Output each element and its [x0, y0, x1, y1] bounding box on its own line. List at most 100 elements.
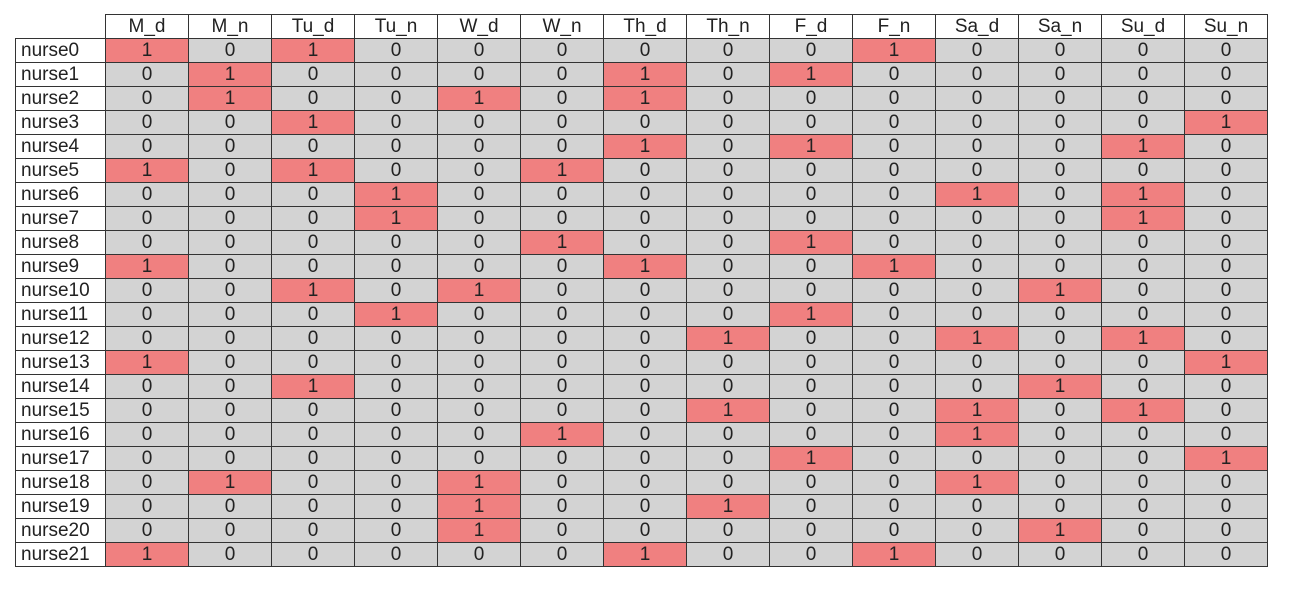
table-cell: 1	[105, 158, 189, 183]
table-cell: 0	[1101, 374, 1185, 399]
table-cell: 1	[437, 518, 521, 543]
column-header: Th_n	[686, 14, 770, 39]
table-cell: 0	[271, 206, 355, 231]
table-cell: 1	[271, 38, 355, 63]
table-cell: 1	[437, 278, 521, 303]
table-cell: 0	[769, 206, 853, 231]
table-cell: 1	[769, 302, 853, 327]
row-label: nurse11	[15, 302, 106, 327]
table-cell: 0	[1101, 110, 1185, 135]
column-header: Tu_d	[271, 14, 355, 39]
row-label: nurse15	[15, 398, 106, 423]
table-cell: 0	[188, 302, 272, 327]
table-cell: 0	[354, 62, 438, 87]
table-cell: 1	[935, 422, 1019, 447]
table-cell: 0	[1018, 62, 1102, 87]
table-cell: 0	[603, 446, 687, 471]
table-row: nurse1 0 1 0 0 0 0 1 0 1 0 0 0 0 0	[15, 62, 1268, 87]
table-cell: 0	[1184, 518, 1268, 543]
table-cell: 0	[603, 206, 687, 231]
table-cell: 0	[437, 374, 521, 399]
table-cell: 1	[520, 158, 604, 183]
corner-cell	[15, 14, 106, 39]
table-cell: 0	[686, 38, 770, 63]
table-cell: 0	[520, 278, 604, 303]
table-row: nurse17 0 0 0 0 0 0 0 0 1 0 0 0 0 1	[15, 446, 1268, 471]
table-cell: 0	[271, 422, 355, 447]
table-cell: 0	[437, 182, 521, 207]
table-cell: 1	[852, 542, 936, 567]
table-cell: 1	[1101, 206, 1185, 231]
table-cell: 1	[935, 326, 1019, 351]
row-label: nurse19	[15, 494, 106, 519]
table-cell: 1	[271, 110, 355, 135]
table-cell: 1	[1184, 350, 1268, 375]
table-cell: 0	[1101, 62, 1185, 87]
table-cell: 1	[769, 446, 853, 471]
table-cell: 1	[271, 158, 355, 183]
table-cell: 0	[1101, 158, 1185, 183]
table-cell: 0	[520, 62, 604, 87]
table-cell: 0	[105, 302, 189, 327]
table-cell: 0	[271, 518, 355, 543]
table-cell: 0	[105, 446, 189, 471]
column-header: W_n	[520, 14, 604, 39]
table-cell: 0	[1101, 446, 1185, 471]
table-cell: 0	[769, 542, 853, 567]
table-cell: 0	[769, 326, 853, 351]
table-cell: 0	[105, 110, 189, 135]
table-row: nurse2 0 1 0 0 1 0 1 0 0 0 0 0 0 0	[15, 86, 1268, 111]
table-cell: 0	[852, 494, 936, 519]
column-header: Su_n	[1184, 14, 1268, 39]
table-row: nurse7 0 0 0 1 0 0 0 0 0 0 0 0 1 0	[15, 206, 1268, 231]
table-cell: 0	[686, 278, 770, 303]
table-cell: 0	[520, 470, 604, 495]
table-cell: 0	[769, 350, 853, 375]
table-cell: 0	[1018, 254, 1102, 279]
table-cell: 0	[935, 206, 1019, 231]
table-cell: 0	[105, 278, 189, 303]
table-cell: 0	[603, 230, 687, 255]
table-cell: 0	[1018, 230, 1102, 255]
table-cell: 0	[520, 542, 604, 567]
table-cell: 0	[188, 326, 272, 351]
table-cell: 0	[1018, 206, 1102, 231]
table-cell: 0	[437, 542, 521, 567]
table-cell: 0	[354, 374, 438, 399]
table-cell: 0	[1018, 350, 1102, 375]
table-cell: 0	[935, 278, 1019, 303]
table-cell: 1	[271, 278, 355, 303]
table-cell: 0	[935, 62, 1019, 87]
table-cell: 0	[271, 542, 355, 567]
table-cell: 0	[852, 422, 936, 447]
table-cell: 0	[852, 182, 936, 207]
table-cell: 0	[271, 302, 355, 327]
table-cell: 0	[437, 350, 521, 375]
table-cell: 1	[686, 326, 770, 351]
table-cell: 0	[1018, 158, 1102, 183]
table-cell: 0	[105, 182, 189, 207]
table-cell: 1	[686, 398, 770, 423]
table-cell: 1	[1101, 398, 1185, 423]
table-cell: 0	[354, 542, 438, 567]
table-cell: 0	[188, 254, 272, 279]
table-cell: 0	[188, 518, 272, 543]
table-cell: 0	[935, 350, 1019, 375]
table-cell: 1	[1018, 518, 1102, 543]
row-label: nurse4	[15, 134, 106, 159]
table-cell: 1	[354, 206, 438, 231]
table-cell: 0	[520, 206, 604, 231]
table-cell: 0	[105, 494, 189, 519]
table-cell: 1	[1101, 326, 1185, 351]
table-row: nurse14 0 0 1 0 0 0 0 0 0 0 0 1 0 0	[15, 374, 1268, 399]
table-cell: 0	[686, 470, 770, 495]
row-label: nurse17	[15, 446, 106, 471]
table-cell: 0	[852, 326, 936, 351]
table-row: nurse20 0 0 0 0 1 0 0 0 0 0 0 1 0 0	[15, 518, 1268, 543]
table-cell: 0	[188, 182, 272, 207]
table-cell: 1	[354, 182, 438, 207]
table-row: nurse0 1 0 1 0 0 0 0 0 0 1 0 0 0 0	[15, 38, 1268, 63]
column-header: M_n	[188, 14, 272, 39]
table-cell: 0	[188, 374, 272, 399]
table-cell: 0	[520, 110, 604, 135]
